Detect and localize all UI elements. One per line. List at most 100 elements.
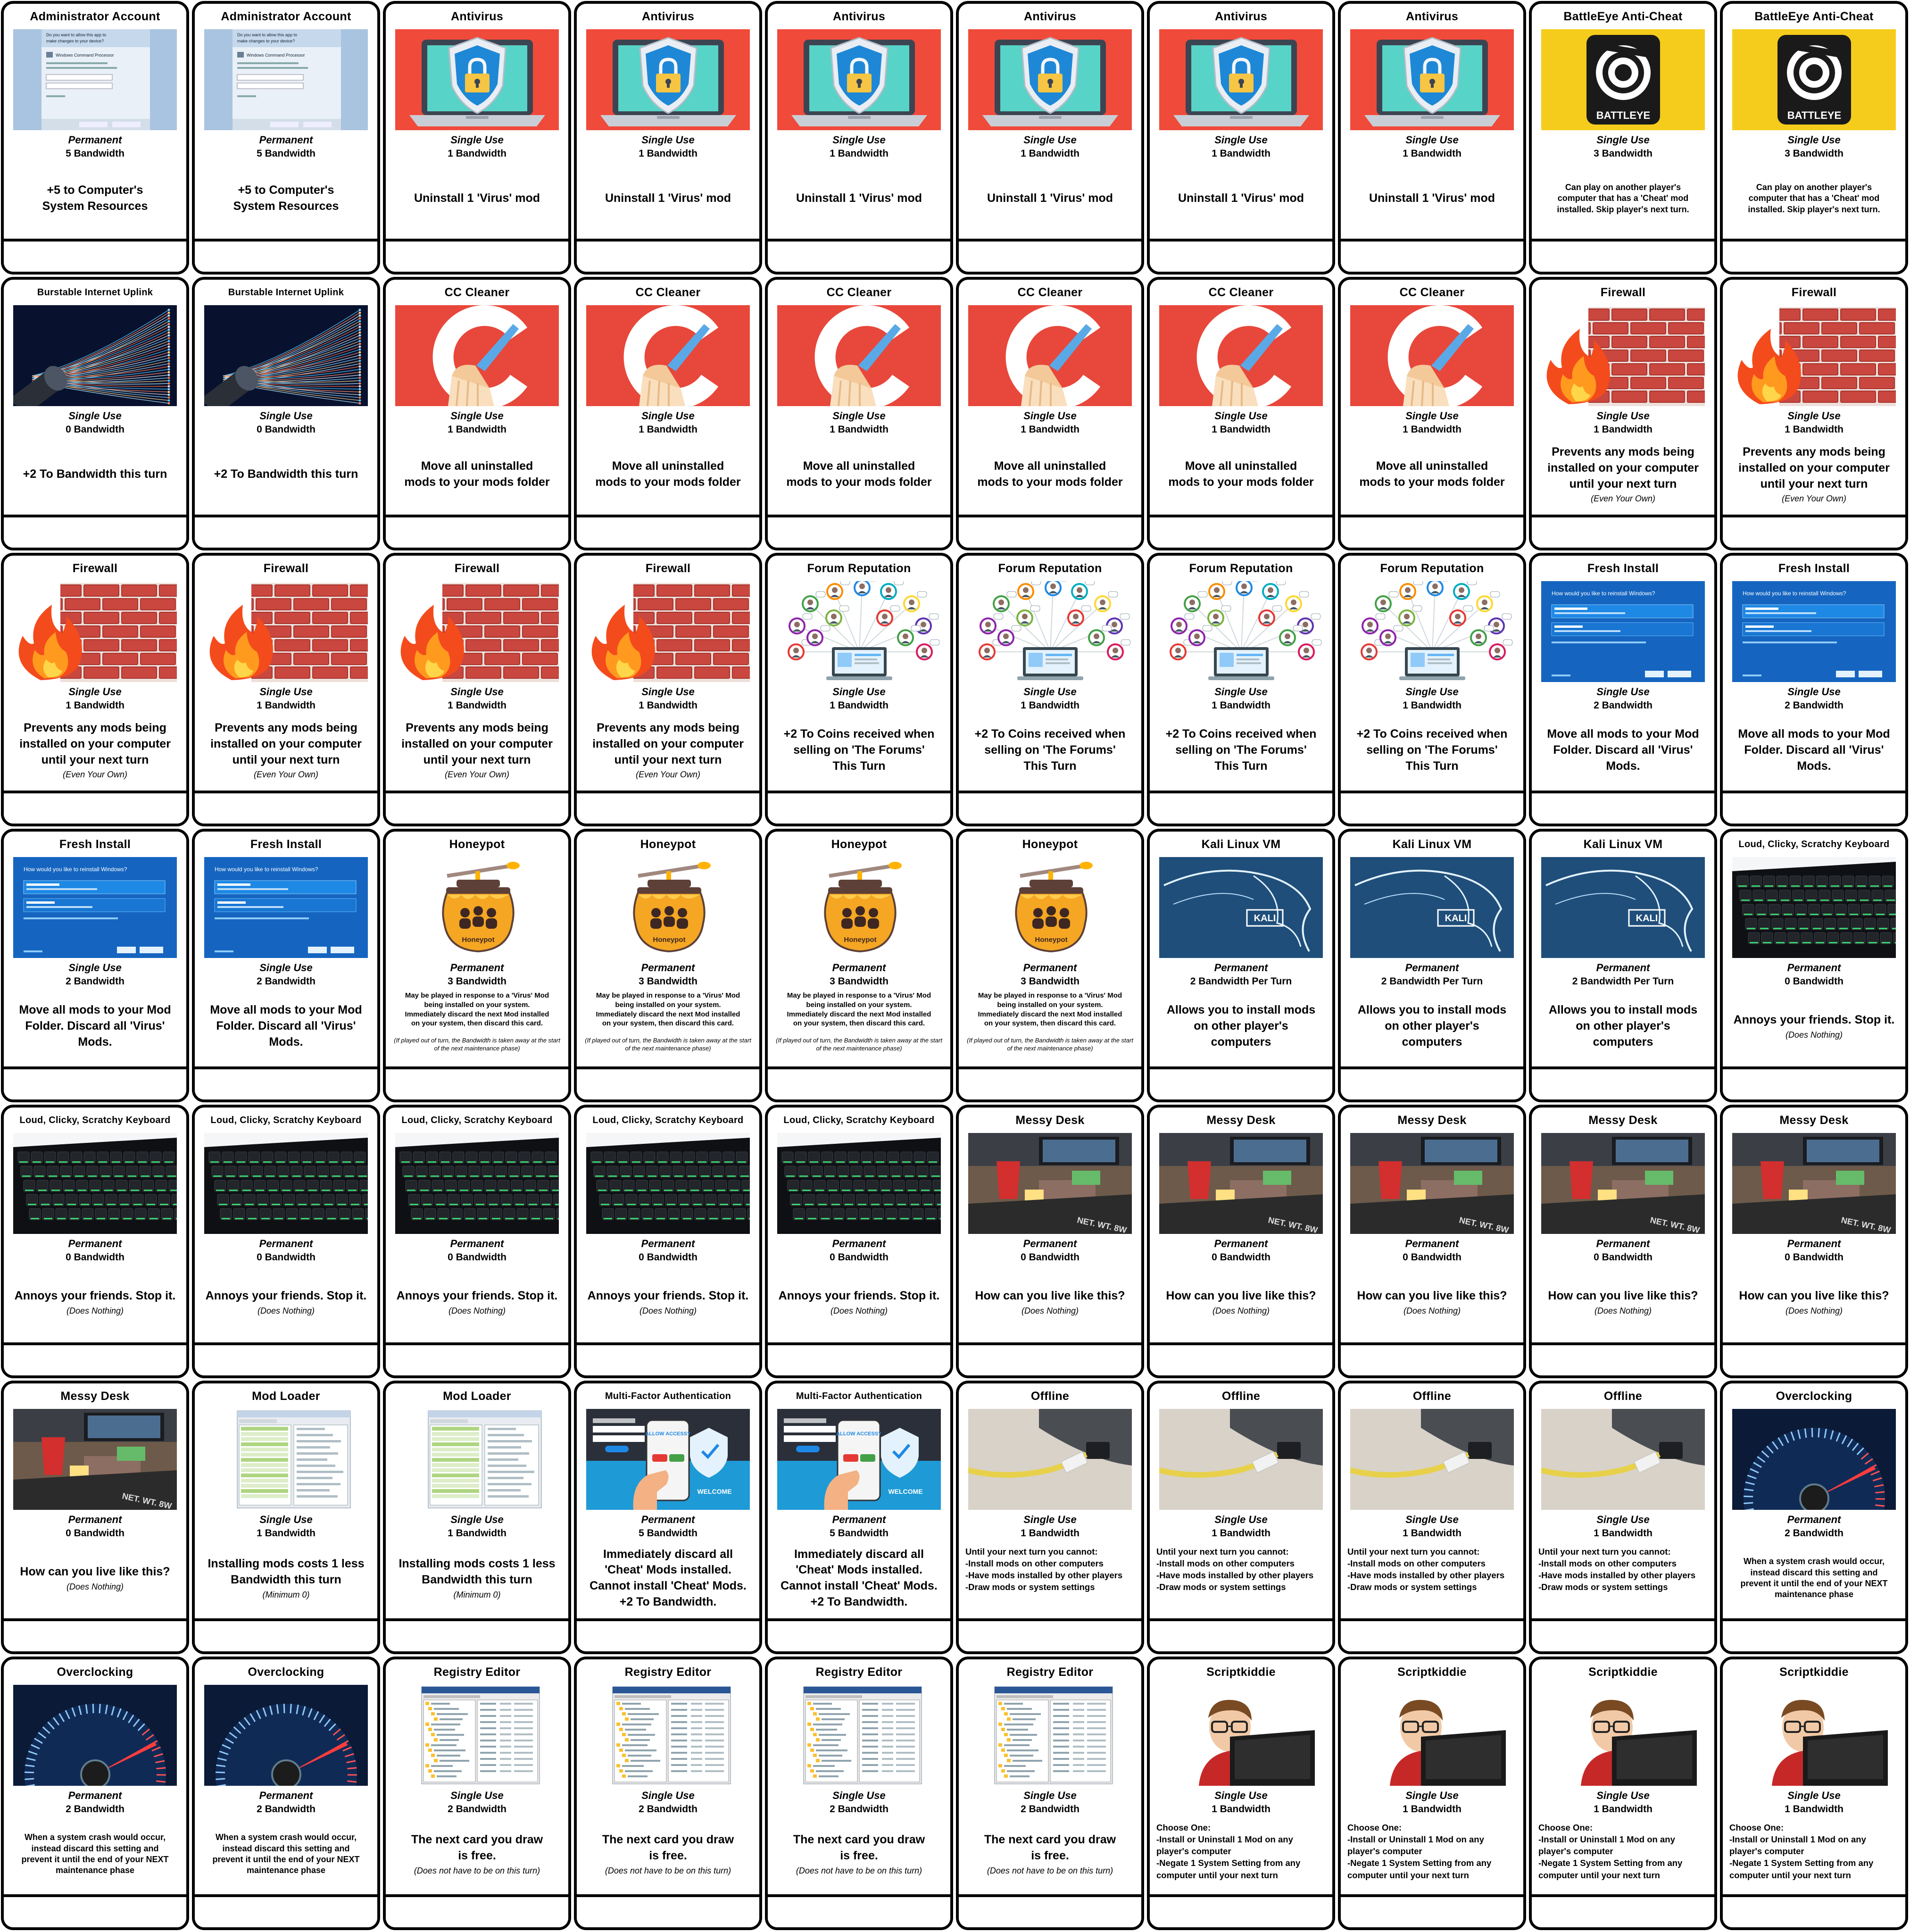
card-cc-cleaner[interactable]: CC Cleaner Single Use 1 Bandwidth Move all… xyxy=(574,277,762,550)
card-offline[interactable]: Offline Single Use 1 Bandwidth Until your … xyxy=(1529,1381,1717,1654)
card-fresh-install[interactable]: Fresh Install How would you like to rein… xyxy=(1,829,189,1102)
card-forum-reputation[interactable]: Forum Reputation Single Use 1 Bandwidth +2… xyxy=(956,553,1144,826)
card-multi-factor-authentication[interactable]: Multi-Factor Authentication ALLOW ACCESS… xyxy=(574,1381,762,1654)
card-fresh-install[interactable]: Fresh Install How would you like to rein… xyxy=(1529,553,1717,826)
card-messy-desk[interactable]: Messy Desk NET. WT. 8W Permanent 0 Bandwi… xyxy=(1720,1105,1908,1378)
card-messy-desk[interactable]: Messy Desk NET. WT. 8W Permanent 0 Bandwi… xyxy=(1338,1105,1526,1378)
card-burstable-internet-uplink[interactable]: Burstable Internet Uplink Single Use 0 Ba… xyxy=(192,277,380,550)
card-scriptkiddie[interactable]: Scriptkiddie Single Use 1 Bandwidth Choose… xyxy=(1338,1657,1526,1930)
card-cc-cleaner[interactable]: CC Cleaner Single Use 1 Bandwidth Move all… xyxy=(1147,277,1335,550)
card-firewall[interactable]: Firewall Single Use 1 Bandwidth Prevents a… xyxy=(383,553,571,826)
card-loud-clicky-scratchy-keyboard[interactable]: Loud, Clicky, Scratchy Keyboard Permanen… xyxy=(192,1105,380,1378)
card-multi-factor-authentication[interactable]: Multi-Factor Authentication ALLOW ACCESS… xyxy=(765,1381,953,1654)
card-scriptkiddie[interactable]: Scriptkiddie Single Use 1 Bandwidth Choose… xyxy=(1720,1657,1908,1930)
card-administrator-account[interactable]: Administrator Account Do you want to all… xyxy=(1,1,189,275)
card-cc-cleaner[interactable]: CC Cleaner Single Use 1 Bandwidth Move all… xyxy=(765,277,953,550)
card-divider xyxy=(1723,1066,1905,1069)
card-forum-reputation[interactable]: Forum Reputation Single Use 1 Bandwidth +2… xyxy=(1338,553,1526,826)
card-messy-desk[interactable]: Messy Desk NET. WT. 8W Permanent 0 Bandwi… xyxy=(1,1381,189,1654)
card-kali-linux-vm[interactable]: Kali Linux VM KALI Permanent 2 Bandwidth … xyxy=(1147,829,1335,1102)
card-messy-desk[interactable]: Messy Desk NET. WT. 8W Permanent 0 Bandwi… xyxy=(956,1105,1144,1378)
card-firewall[interactable]: Firewall Single Use 1 Bandwidth Prevents a… xyxy=(192,553,380,826)
card-footer xyxy=(1532,1069,1714,1099)
card-effect-text: Choose One: -Install or Uninstall 1 Mod … xyxy=(1729,1823,1874,1880)
card-honeypot[interactable]: Honeypot Honeypot Permanent 3 Bandwidth Ma… xyxy=(956,829,1144,1102)
card-usage: Single Use xyxy=(68,686,122,698)
card-title: Honeypot xyxy=(449,837,505,851)
card-divider xyxy=(195,1894,377,1897)
card-firewall[interactable]: Firewall Single Use 1 Bandwidth Prevents a… xyxy=(1720,277,1908,550)
card-loud-clicky-scratchy-keyboard[interactable]: Loud, Clicky, Scratchy Keyboard Permanen… xyxy=(574,1105,762,1378)
card-firewall[interactable]: Firewall Single Use 1 Bandwidth Prevents a… xyxy=(574,553,762,826)
card-bandwidth: 2 Bandwidth Per Turn xyxy=(1572,976,1674,987)
card-mod-loader[interactable]: Mod Loader Single Use 1 Bandwidth Installi… xyxy=(192,1381,380,1654)
honeypot-illustration: Honeypot xyxy=(586,857,750,958)
card-loud-clicky-scratchy-keyboard[interactable]: Loud, Clicky, Scratchy Keyboard Permanen… xyxy=(1,1105,189,1378)
card-antivirus[interactable]: Antivirus Single Use 1 Bandwidth Uninstall… xyxy=(383,1,571,275)
card-burstable-internet-uplink[interactable]: Burstable Internet Uplink Single Use 0 Ba… xyxy=(1,277,189,550)
card-honeypot[interactable]: Honeypot Honeypot Permanent 3 Bandwidth Ma… xyxy=(574,829,762,1102)
card-loud-clicky-scratchy-keyboard[interactable]: Loud, Clicky, Scratchy Keyboard Permanen… xyxy=(383,1105,571,1378)
card-bandwidth: 1 Bandwidth xyxy=(639,424,698,435)
card-loud-clicky-scratchy-keyboard[interactable]: Loud, Clicky, Scratchy Keyboard Permanen… xyxy=(1720,829,1908,1102)
card-title: Messy Desk xyxy=(60,1389,130,1403)
card-footer xyxy=(1150,1621,1332,1651)
firewall-illustration xyxy=(1541,305,1705,406)
card-effect-text: Can play on another player's computer th… xyxy=(1748,182,1880,214)
card-honeypot[interactable]: Honeypot Honeypot Permanent 3 Bandwidth Ma… xyxy=(383,829,571,1102)
firewall-illustration xyxy=(1732,305,1896,406)
card-usage: Single Use xyxy=(1596,686,1650,698)
card-fresh-install[interactable]: Fresh Install How would you like to rein… xyxy=(192,829,380,1102)
card-antivirus[interactable]: Antivirus Single Use 1 Bandwidth Uninstall… xyxy=(1147,1,1335,275)
card-overclocking[interactable]: Overclocking Permanent 2 Bandwidth When a … xyxy=(192,1657,380,1930)
card-kali-linux-vm[interactable]: Kali Linux VM KALI Permanent 2 Bandwidth … xyxy=(1529,829,1717,1102)
card-offline[interactable]: Offline Single Use 1 Bandwidth Until your … xyxy=(1147,1381,1335,1654)
card-title: Kali Linux VM xyxy=(1392,837,1472,851)
card-title: Messy Desk xyxy=(1397,1113,1467,1127)
card-overclocking[interactable]: Overclocking Permanent 2 Bandwidth When a … xyxy=(1720,1381,1908,1654)
card-messy-desk[interactable]: Messy Desk NET. WT. 8W Permanent 0 Bandwi… xyxy=(1529,1105,1717,1378)
card-honeypot[interactable]: Honeypot Honeypot Permanent 3 Bandwidth Ma… xyxy=(765,829,953,1102)
card-effect-note: (Does not have to be on this turn) xyxy=(987,1865,1113,1875)
card-battleeye-anti-cheat[interactable]: BattleEye Anti-Cheat BATTLEYE Single Use… xyxy=(1529,1,1717,275)
card-fresh-install[interactable]: Fresh Install How would you like to rein… xyxy=(1720,553,1908,826)
card-registry-editor[interactable]: Registry Editor Single Use 2 Bandwidth The… xyxy=(574,1657,762,1930)
card-firewall[interactable]: Firewall Single Use 1 Bandwidth Prevents a… xyxy=(1529,277,1717,550)
card-battleeye-anti-cheat[interactable]: BattleEye Anti-Cheat BATTLEYE Single Use… xyxy=(1720,1,1908,275)
card-bandwidth: 1 Bandwidth xyxy=(1594,1804,1653,1815)
card-offline[interactable]: Offline Single Use 1 Bandwidth Until your … xyxy=(956,1381,1144,1654)
card-cc-cleaner[interactable]: CC Cleaner Single Use 1 Bandwidth Move all… xyxy=(1338,277,1526,550)
card-effect-text: +2 To Coins received when selling on 'Th… xyxy=(783,727,935,773)
keyboard-illustration xyxy=(777,1133,941,1234)
card-title: Antivirus xyxy=(641,9,695,23)
card-cc-cleaner[interactable]: CC Cleaner Single Use 1 Bandwidth Move all… xyxy=(383,277,571,550)
card-registry-editor[interactable]: Registry Editor Single Use 2 Bandwidth The… xyxy=(383,1657,571,1930)
card-effect-text: Installing mods costs 1 less Bandwidth t… xyxy=(399,1557,556,1586)
card-bandwidth: 0 Bandwidth xyxy=(830,1252,889,1263)
card-forum-reputation[interactable]: Forum Reputation Single Use 1 Bandwidth +2… xyxy=(1147,553,1335,826)
card-footer xyxy=(386,1345,568,1375)
card-mod-loader[interactable]: Mod Loader Single Use 1 Bandwidth Installi… xyxy=(383,1381,571,1654)
card-footer xyxy=(768,793,950,824)
card-registry-editor[interactable]: Registry Editor Single Use 2 Bandwidth The… xyxy=(765,1657,953,1930)
card-messy-desk[interactable]: Messy Desk NET. WT. 8W Permanent 0 Bandwi… xyxy=(1147,1105,1335,1378)
card-scriptkiddie[interactable]: Scriptkiddie Single Use 1 Bandwidth Choose… xyxy=(1529,1657,1717,1930)
card-firewall[interactable]: Firewall Single Use 1 Bandwidth Prevents a… xyxy=(1,553,189,826)
card-usage: Permanent xyxy=(450,962,504,974)
card-antivirus[interactable]: Antivirus Single Use 1 Bandwidth Uninstall… xyxy=(1338,1,1526,275)
card-administrator-account[interactable]: Administrator Account Do you want to all… xyxy=(192,1,380,275)
card-scriptkiddie[interactable]: Scriptkiddie Single Use 1 Bandwidth Choose… xyxy=(1147,1657,1335,1930)
card-registry-editor[interactable]: Registry Editor Single Use 2 Bandwidth The… xyxy=(956,1657,1144,1930)
card-effect: May be played in response to a 'Virus' M… xyxy=(774,991,944,1062)
card-overclocking[interactable]: Overclocking Permanent 2 Bandwidth When a … xyxy=(1,1657,189,1930)
card-antivirus[interactable]: Antivirus Single Use 1 Bandwidth Uninstall… xyxy=(765,1,953,275)
card-antivirus[interactable]: Antivirus Single Use 1 Bandwidth Uninstall… xyxy=(574,1,762,275)
card-offline[interactable]: Offline Single Use 1 Bandwidth Until your … xyxy=(1338,1381,1526,1654)
svg-text:How would you like to reinstal: How would you like to reinstall Windows? xyxy=(215,866,318,873)
card-kali-linux-vm[interactable]: Kali Linux VM KALI Permanent 2 Bandwidth … xyxy=(1338,829,1526,1102)
card-forum-reputation[interactable]: Forum Reputation Single Use 1 Bandwidth +2… xyxy=(765,553,953,826)
card-antivirus[interactable]: Antivirus Single Use 1 Bandwidth Uninstall… xyxy=(956,1,1144,275)
card-cc-cleaner[interactable]: CC Cleaner Single Use 1 Bandwidth Move all… xyxy=(956,277,1144,550)
card-loud-clicky-scratchy-keyboard[interactable]: Loud, Clicky, Scratchy Keyboard Permanen… xyxy=(765,1105,953,1378)
